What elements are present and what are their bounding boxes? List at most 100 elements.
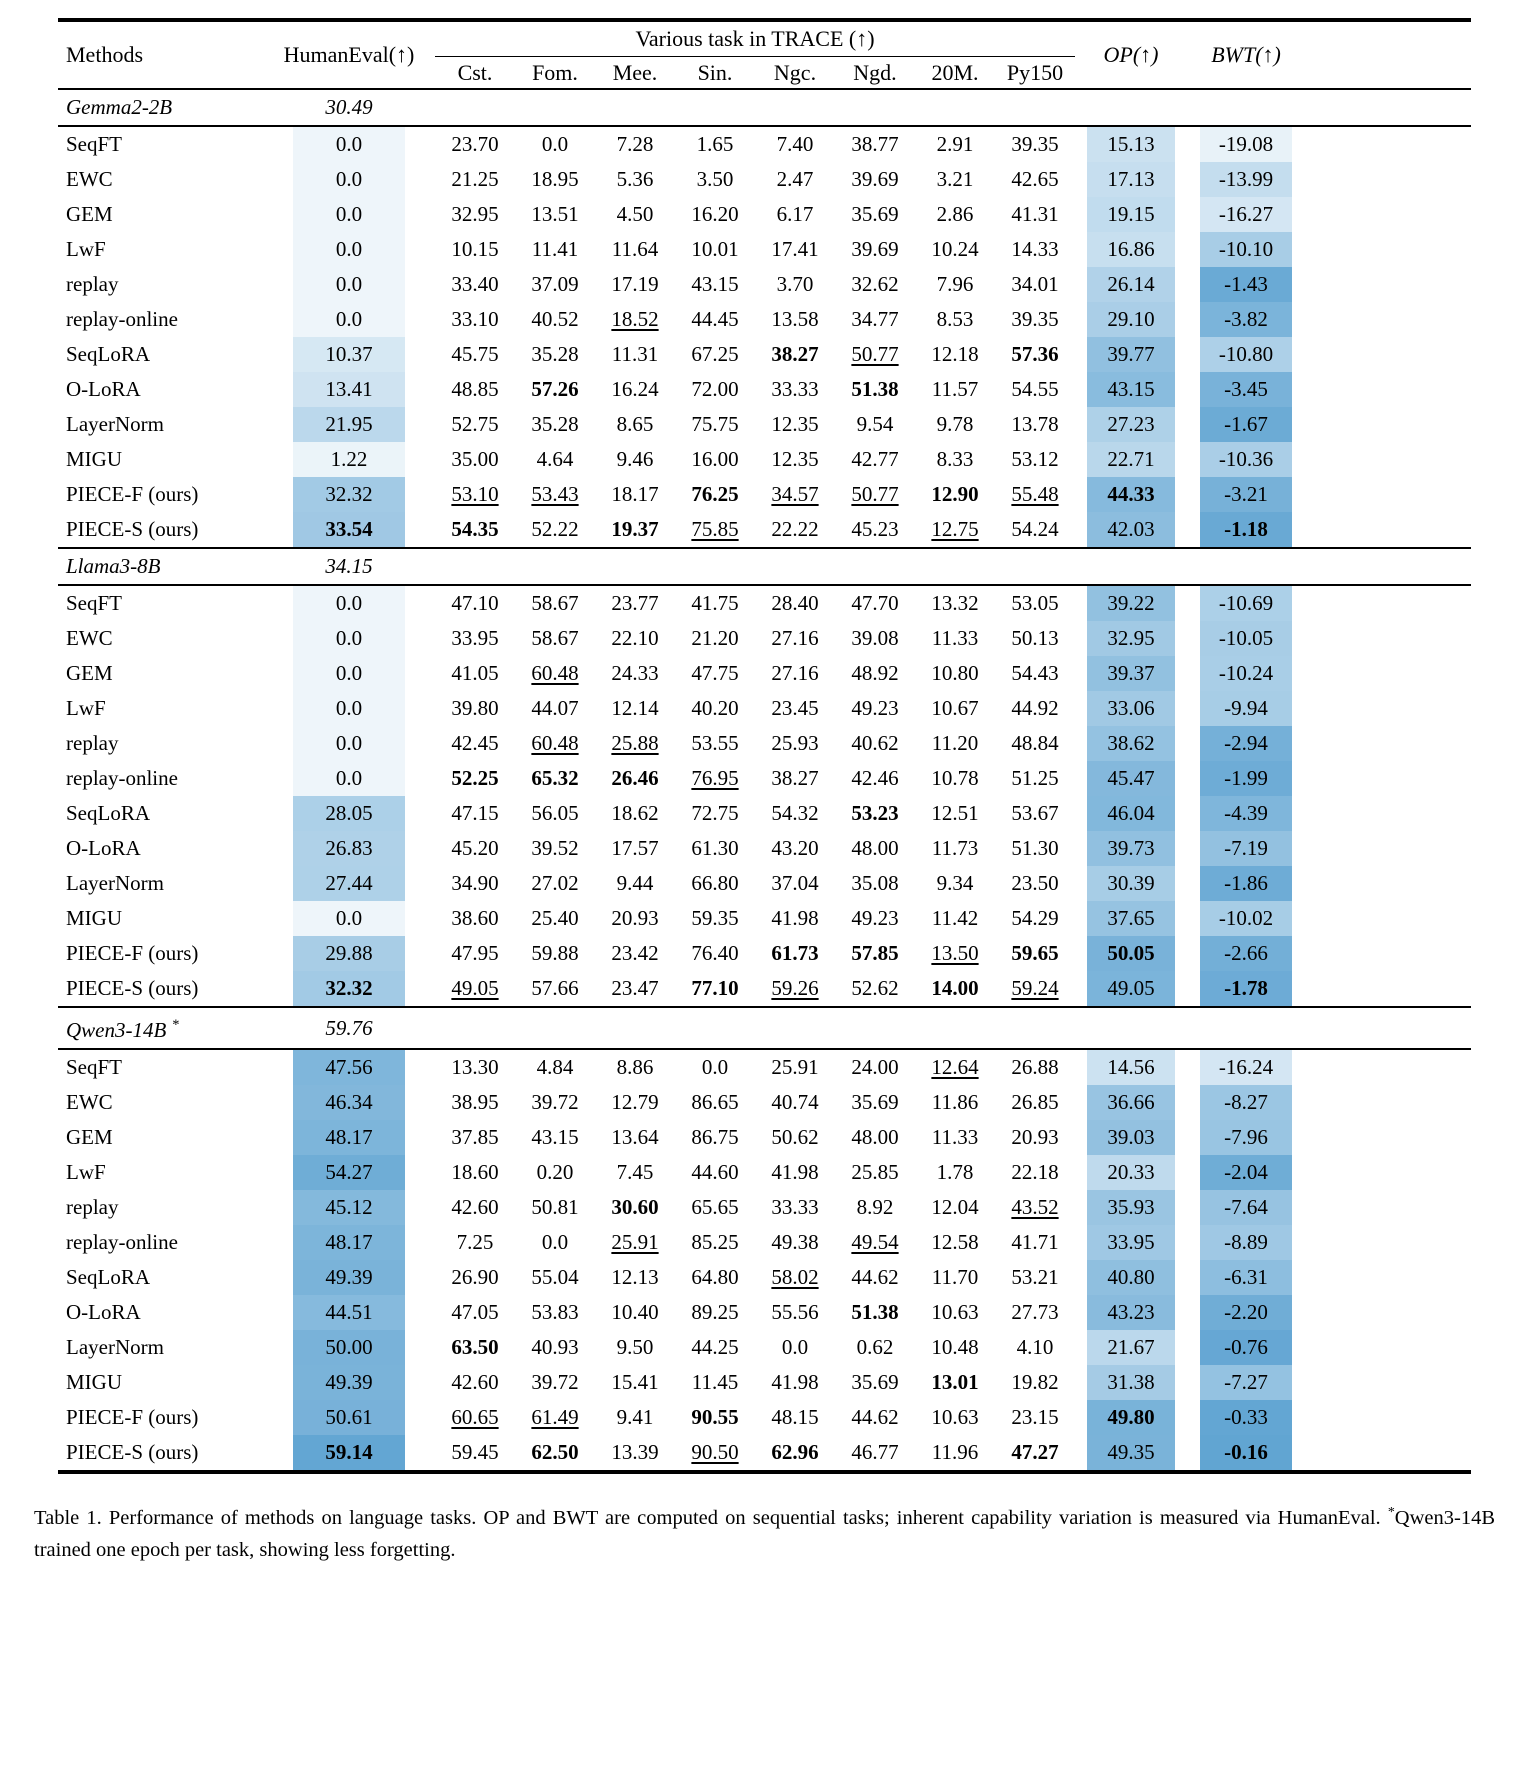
cell-op: 39.22 [1075,586,1187,621]
cell-op: 49.05 [1075,971,1187,1006]
cell-trace-ngc: 12.35 [771,412,819,436]
cell-trace-py150: 53.67 [1011,801,1059,825]
cell-bwt: -6.31 [1187,1260,1305,1295]
cell-trace-fom: 11.41 [531,237,579,261]
cell-trace-ngc: 33.33 [771,377,819,401]
cell-trace-py150: 23.15 [1011,1405,1059,1429]
cell-trace-cst: 42.60 [451,1370,499,1394]
cell-humaneval: 0.0 [263,162,435,197]
cell-humaneval: 32.32 [263,477,435,512]
cell-trace-py150: 54.55 [1011,377,1059,401]
cell-trace-mee: 17.19 [611,272,659,296]
table-row-ewc: EWC 0.0 21.25 18.95 5.36 3.50 2.47 39.69 3.21 42.… [58,162,1471,197]
cell-bwt: -7.96 [1187,1120,1305,1155]
cell-trace-20m: 10.63 [931,1300,979,1324]
cell-trace-ngd: 46.77 [851,1440,899,1464]
row-spacer [1305,197,1471,232]
cell-trace-20m: 12.58 [931,1230,979,1254]
cell-trace-cst: 13.30 [451,1055,499,1079]
cell-trace-cst: 42.60 [451,1195,499,1219]
row-spacer [1305,337,1471,372]
cell-trace-20m: 12.51 [931,801,979,825]
cell-method: PIECE-S (ours) [66,976,199,1000]
cell-method: O-LoRA [66,377,141,401]
cell-op: 21.67 [1075,1330,1187,1365]
cell-trace-ngc: 17.41 [771,237,819,261]
cell-trace-20m: 2.91 [936,132,974,156]
cell-bwt: -1.18 [1187,512,1305,547]
cell-trace-cst: 33.95 [451,626,499,650]
cell-trace-ngd: 35.69 [851,1090,899,1114]
cell-humaneval: 54.27 [263,1155,435,1190]
cell-trace-py150: 26.85 [1011,1090,1059,1114]
cell-trace-py150: 57.36 [1011,342,1059,366]
cell-trace-cst: 41.05 [451,661,499,685]
cell-trace-ngc: 50.62 [771,1125,819,1149]
caption-footnote: Qwen3-14B trained one epoch per task, sh… [34,1506,1495,1561]
row-spacer [1305,1225,1471,1260]
cell-trace-20m: 10.80 [931,661,979,685]
cell-method: O-LoRA [66,836,141,860]
cell-trace-mee: 13.64 [611,1125,659,1149]
cell-trace-ngd: 44.62 [851,1265,899,1289]
cell-trace-py150: 13.78 [1011,412,1059,436]
row-spacer [1305,232,1471,267]
cell-bwt: -1.78 [1187,971,1305,1006]
section-header-gemma2-2b: Gemma2-2B 30.49 [58,90,1471,127]
section-model-humaneval: 59.76 [263,1006,435,1050]
cell-trace-py150: 50.13 [1011,626,1059,650]
cell-trace-mee: 11.31 [611,342,659,366]
cell-humaneval: 13.41 [263,372,435,407]
cell-trace-fom: 4.64 [536,447,574,471]
cell-method: LayerNorm [66,412,164,436]
cell-humaneval: 46.34 [263,1085,435,1120]
cell-trace-mee: 17.57 [611,836,659,860]
cell-trace-ngd: 51.38 [851,1300,899,1324]
cell-trace-fom: 27.02 [531,871,579,895]
cell-trace-mee: 22.10 [611,626,659,650]
cell-trace-20m: 8.53 [936,307,974,331]
cell-trace-cst: 63.50 [451,1335,499,1359]
cell-op: 30.39 [1075,866,1187,901]
header-row-trace-subcolumns: Cst. Fom. Mee. Sin. Ngc. Ngd. 20M. Py150 [58,57,1471,90]
cell-trace-ngc: 48.15 [771,1405,819,1429]
cell-trace-sin: 40.20 [691,696,739,720]
cell-op: 39.03 [1075,1120,1187,1155]
cell-method: PIECE-F (ours) [66,941,199,965]
cell-trace-ngc: 25.91 [771,1055,819,1079]
cell-trace-20m: 10.67 [931,696,979,720]
cell-trace-cst: 38.95 [451,1090,499,1114]
row-spacer [1305,761,1471,796]
cell-trace-20m: 9.78 [936,412,974,436]
cell-trace-cst: 37.85 [451,1125,499,1149]
table-row-o-lora: O-LoRA 13.41 48.85 57.26 16.24 72.00 33.33 51.3… [58,372,1471,407]
section-header-filler [435,90,1471,127]
cell-trace-mee: 16.24 [611,377,659,401]
cell-trace-fom: 53.43 [531,482,579,506]
cell-bwt: -7.19 [1187,831,1305,866]
cell-trace-py150: 27.73 [1011,1300,1059,1324]
cell-trace-20m: 12.75 [931,517,979,541]
cell-trace-ngc: 61.73 [771,941,819,965]
cell-trace-sin: 67.25 [691,342,739,366]
cell-trace-ngd: 48.00 [851,836,899,860]
row-spacer [1305,796,1471,831]
cell-trace-sin: 76.95 [691,766,739,790]
caption-text: Table 1. Performance of methods on langu… [34,1506,1388,1529]
cell-trace-ngd: 45.23 [851,517,899,541]
cell-humaneval: 59.14 [263,1435,435,1470]
cell-trace-ngc: 13.58 [771,307,819,331]
col-header-mee: Mee. [595,57,675,90]
row-spacer [1305,1260,1471,1295]
cell-bwt: -1.86 [1187,866,1305,901]
header-spacer [1305,22,1471,90]
cell-trace-py150: 22.18 [1011,1160,1059,1184]
row-spacer [1305,1190,1471,1225]
cell-trace-ngc: 23.45 [771,696,819,720]
cell-trace-cst: 35.00 [451,447,499,471]
cell-trace-mee: 12.13 [611,1265,659,1289]
cell-method: replay [66,272,119,296]
cell-trace-sin: 44.25 [691,1335,739,1359]
cell-trace-ngc: 41.98 [771,1370,819,1394]
row-spacer [1305,442,1471,477]
